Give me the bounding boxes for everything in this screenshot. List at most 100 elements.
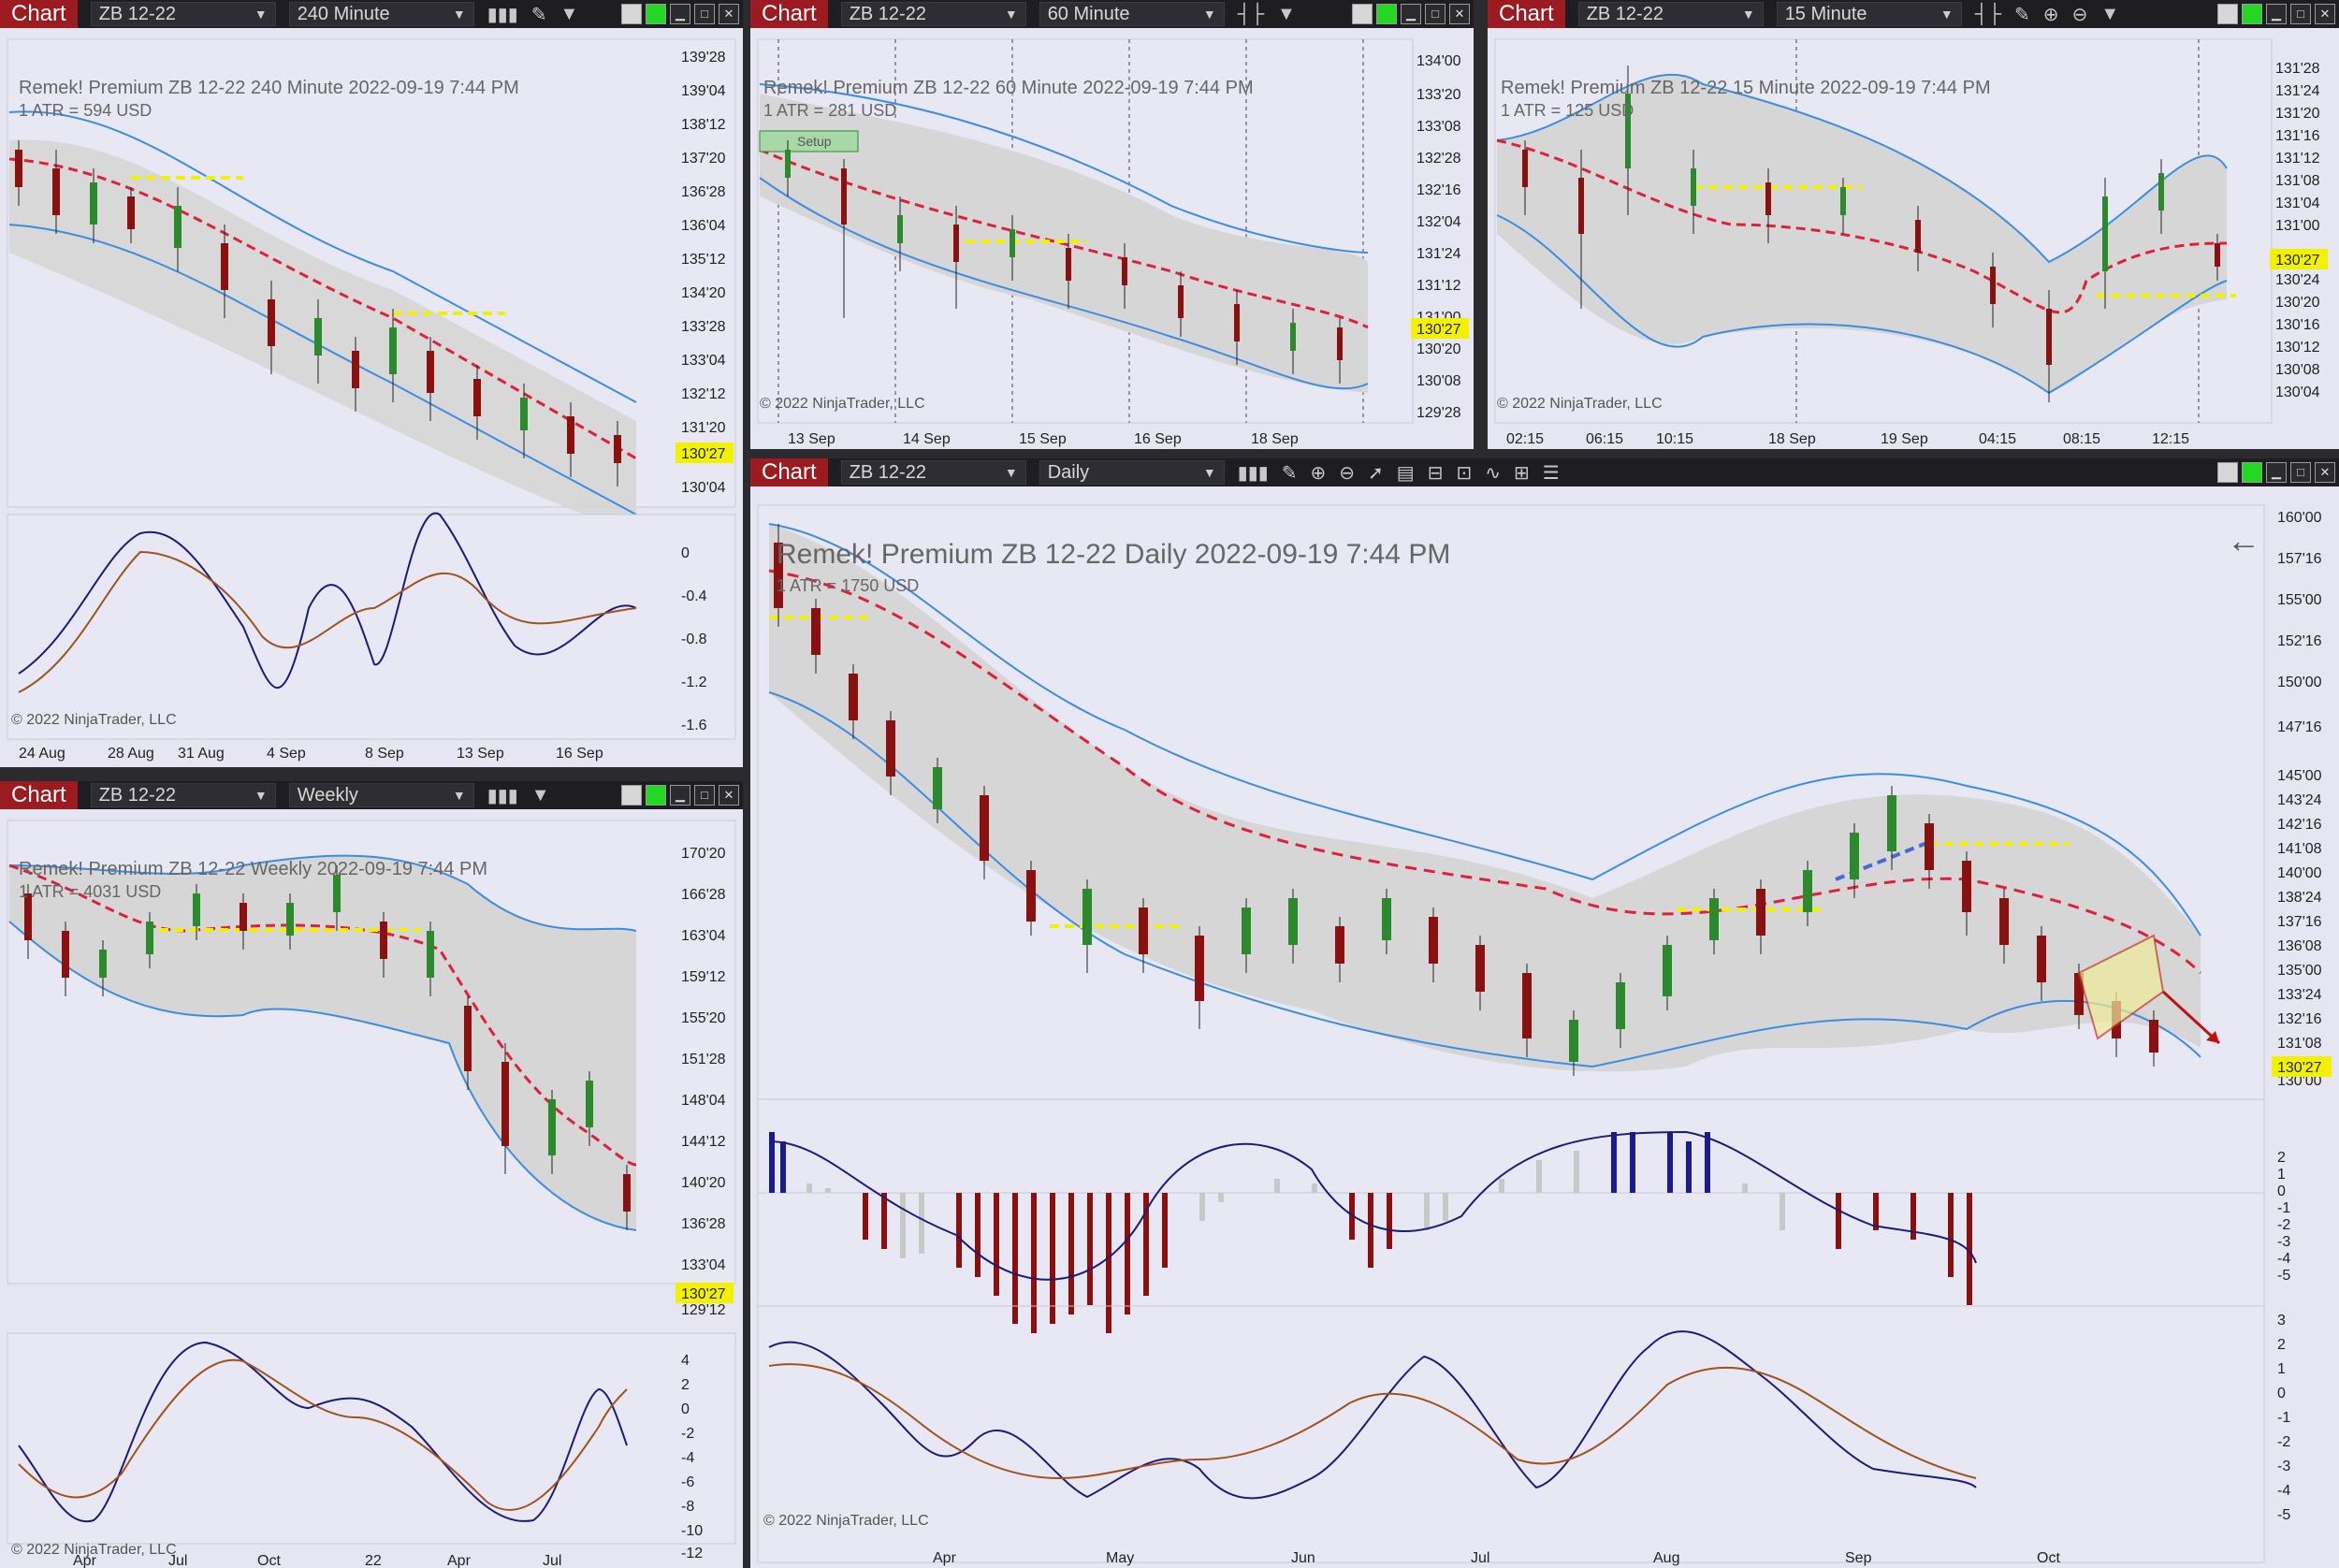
projection-arrow[interactable] <box>2161 990 2221 1045</box>
minimize-icon[interactable]: ▁ <box>670 785 690 806</box>
drawing-tool-icon[interactable]: ✎ <box>530 4 547 25</box>
chevron-down-icon[interactable]: ▼ <box>559 3 579 24</box>
svg-text:0: 0 <box>2277 1386 2286 1401</box>
link-icon[interactable] <box>621 4 642 24</box>
svg-text:1: 1 <box>2277 1167 2286 1183</box>
interval-select[interactable]: 60 Minute ▼ <box>1039 2 1225 26</box>
time-axis-60: 13 Sep 14 Sep 15 Sep 16 Sep 18 Sep <box>788 431 1299 447</box>
svg-text:-3: -3 <box>2277 1234 2290 1250</box>
drawing-tool-icon[interactable]: ✎ <box>1281 462 1298 484</box>
snapshot-icon[interactable]: ⊡ <box>1456 462 1473 484</box>
instrument-link-icon[interactable] <box>646 4 666 24</box>
maximize-icon[interactable]: □ <box>2290 462 2311 483</box>
svg-text:-5: -5 <box>2277 1507 2290 1523</box>
link-icon[interactable] <box>2217 462 2238 483</box>
instrument-link-icon[interactable] <box>2242 4 2262 24</box>
svg-text:157'16: 157'16 <box>2277 551 2322 567</box>
pointer-icon[interactable]: ➚ <box>1368 462 1384 484</box>
bar-type-icon[interactable]: ▮▮▮ <box>487 785 518 806</box>
close-icon[interactable]: ✕ <box>2315 462 2335 483</box>
price-badge-label: 130'27 <box>2277 1060 2322 1076</box>
zoom-out-icon[interactable]: ⊖ <box>1339 462 1356 484</box>
data-box-icon[interactable]: ▤ <box>1396 462 1415 484</box>
interval-select[interactable]: Weekly ▼ <box>288 783 474 807</box>
plot-area-60[interactable]: Setup Remek! Premium ZB 12-22 60 Minute … <box>750 28 1474 449</box>
svg-text:Apr: Apr <box>73 1553 97 1568</box>
chevron-down-icon[interactable]: ▼ <box>1277 3 1296 24</box>
maximize-icon[interactable]: □ <box>1425 4 1446 24</box>
maximize-icon[interactable]: □ <box>694 4 715 24</box>
svg-text:2: 2 <box>2277 1150 2286 1166</box>
chart-title: ZB 12-22 240 Minute 2022-09-19 7:44 PM <box>168 78 519 98</box>
svg-text:14 Sep: 14 Sep <box>903 431 951 447</box>
instrument-select[interactable]: ZB 12-22 ▼ <box>840 460 1026 485</box>
svg-text:130'16: 130'16 <box>2275 317 2320 333</box>
plot-area-weekly[interactable]: Remek! Premium ZB 12-22 Weekly 2022-09-1… <box>0 809 743 1568</box>
strategies-icon[interactable]: ⊞ <box>1513 462 1530 484</box>
chart-window-daily: Chart ZB 12-22 ▼ Daily ▼ ▮▮▮ ✎ ⊕ ⊖ ➚ ▤ ⊟ ⊡… <box>750 458 2339 1568</box>
instrument-select[interactable]: ZB 12-22 ▼ <box>90 2 276 26</box>
instrument-select[interactable]: ZB 12-22 ▼ <box>1577 2 1764 26</box>
back-arrow-icon[interactable]: ← <box>2227 521 2260 559</box>
instrument-link-icon[interactable] <box>646 785 666 806</box>
indicators-icon[interactable]: ∿ <box>1485 462 1501 484</box>
minimize-icon[interactable]: ▁ <box>670 4 690 24</box>
minimize-icon[interactable]: ▁ <box>1401 4 1421 24</box>
chart-tab[interactable]: Chart <box>750 0 828 28</box>
plot-area-daily[interactable]: Remek! Premium ZB 12-22 Daily 2022-09-19… <box>750 486 2339 1568</box>
zoom-out-icon[interactable]: ⊖ <box>2071 4 2088 25</box>
svg-text:133'20: 133'20 <box>1416 87 1461 103</box>
bar-type-icon[interactable]: ▮▮▮ <box>1237 462 1269 484</box>
svg-text:133'04: 133'04 <box>681 1257 726 1273</box>
chart-window-15-minute: Chart ZB 12-22 ▼ 15 Minute ▼ ┤├ ✎ ⊕ ⊖ ▼ ▁ … <box>1488 0 2339 449</box>
price-badge <box>676 1283 734 1303</box>
minimize-icon[interactable]: ▁ <box>2266 462 2287 483</box>
chart-tab[interactable]: Chart <box>750 458 828 486</box>
svg-text:131'20: 131'20 <box>2275 106 2320 122</box>
link-icon[interactable] <box>2217 4 2238 24</box>
maximize-icon[interactable]: □ <box>2290 4 2311 24</box>
svg-text:145'00: 145'00 <box>2277 768 2322 784</box>
close-icon[interactable]: ✕ <box>1449 4 1470 24</box>
interval-select[interactable]: Daily ▼ <box>1039 460 1225 485</box>
svg-text:Jun: Jun <box>1291 1550 1315 1566</box>
svg-text:May: May <box>1106 1550 1134 1566</box>
close-icon[interactable]: ✕ <box>2315 4 2335 24</box>
chart-tab[interactable]: Chart <box>0 0 78 28</box>
chart-tab[interactable]: Chart <box>1488 0 1565 28</box>
link-icon[interactable] <box>1352 4 1373 24</box>
drawing-tool-icon[interactable]: ✎ <box>2014 4 2030 25</box>
svg-text:133'28: 133'28 <box>681 319 726 335</box>
svg-text:-2: -2 <box>681 1426 694 1442</box>
close-icon[interactable]: ✕ <box>719 785 739 806</box>
link-icon[interactable] <box>621 785 642 806</box>
svg-text:131'12: 131'12 <box>2275 151 2320 167</box>
instrument-link-icon[interactable] <box>2242 462 2262 483</box>
chevron-down-icon[interactable]: ▼ <box>530 784 550 806</box>
bar-type-icon[interactable]: ▮▮▮ <box>487 4 518 25</box>
zoom-in-icon[interactable]: ⊕ <box>2042 4 2059 25</box>
minimize-icon[interactable]: ▁ <box>2266 4 2287 24</box>
close-icon[interactable]: ✕ <box>719 4 739 24</box>
candle-series-240 <box>15 140 621 486</box>
interval-select[interactable]: 15 Minute ▼ <box>1776 2 1962 26</box>
chart-trader-icon[interactable]: ⊟ <box>1427 462 1444 484</box>
interval-select[interactable]: 240 Minute ▼ <box>288 2 474 26</box>
instrument-link-icon[interactable] <box>1376 4 1397 24</box>
copyright: © 2022 NinjaTrader, LLC <box>763 1513 929 1529</box>
svg-text:166'28: 166'28 <box>681 887 726 903</box>
properties-icon[interactable]: ☰ <box>1542 462 1560 484</box>
bar-type-icon[interactable]: ┤├ <box>1237 3 1265 24</box>
instrument-select[interactable]: ZB 12-22 ▼ <box>90 783 276 807</box>
instrument-select[interactable]: ZB 12-22 ▼ <box>840 2 1026 26</box>
zoom-in-icon[interactable]: ⊕ <box>1310 462 1327 484</box>
svg-text:137'16: 137'16 <box>2277 914 2322 930</box>
chart-tab[interactable]: Chart <box>0 781 78 809</box>
maximize-icon[interactable]: □ <box>694 785 715 806</box>
plot-area-240[interactable]: Remek! Premium ZB 12-22 240 Minute 2022-… <box>0 28 743 767</box>
svg-text:138'24: 138'24 <box>2277 890 2322 906</box>
svg-text:-6: -6 <box>681 1474 694 1490</box>
plot-area-15[interactable]: Remek! Premium ZB 12-22 15 Minute 2022-0… <box>1488 28 2339 449</box>
chevron-down-icon[interactable]: ▼ <box>2100 3 2120 24</box>
bar-type-icon[interactable]: ┤├ <box>1974 3 2002 24</box>
